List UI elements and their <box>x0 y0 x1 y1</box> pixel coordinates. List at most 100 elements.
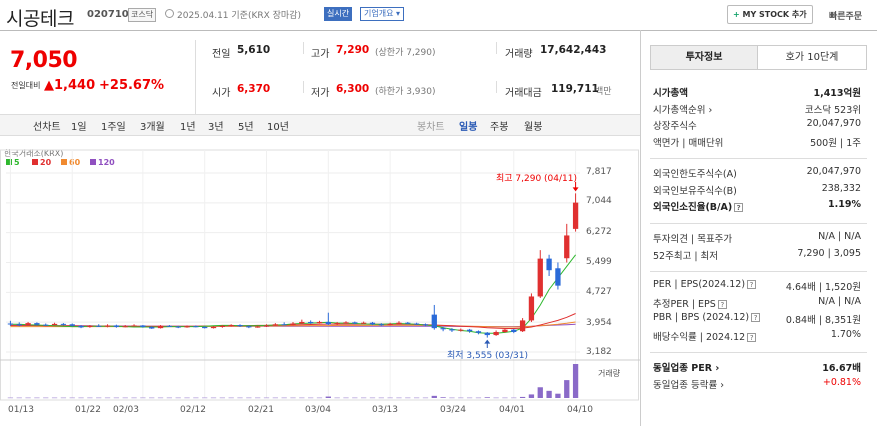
candle <box>43 324 49 326</box>
period-1w[interactable]: 1주일 <box>101 122 126 133</box>
date-text: 2025.04.11 기준(KRX 장마감) <box>177 11 301 21</box>
candle <box>263 325 270 327</box>
candle <box>422 324 429 326</box>
x-tick: 02/03 <box>113 405 139 415</box>
volume-bar <box>193 397 199 399</box>
help-icon[interactable]: ? <box>747 332 757 342</box>
candle <box>193 326 199 328</box>
volume-bar <box>360 397 367 399</box>
candle <box>546 258 552 271</box>
period-weekly[interactable]: 주봉 <box>490 122 509 133</box>
x-tick: 04/10 <box>567 405 593 415</box>
high-label: 고가 <box>311 49 330 60</box>
period-3y[interactable]: 3년 <box>208 122 224 133</box>
x-tick: 03/13 <box>372 405 398 415</box>
stock-code: 020710 <box>87 9 129 20</box>
candle <box>140 325 146 327</box>
info-label: 배당수익률 | 2024.12? <box>653 329 757 343</box>
candle <box>360 322 367 324</box>
volume-bar <box>263 397 270 399</box>
candle <box>7 323 14 325</box>
info-value: 20,047,970 <box>806 166 861 177</box>
x-tick: 04/01 <box>499 405 525 415</box>
help-icon[interactable]: ? <box>717 299 727 309</box>
info-value: 1.70% <box>830 328 861 340</box>
volume-bar <box>210 397 217 399</box>
volume-bar <box>572 364 579 398</box>
high-arrow-head <box>572 187 579 192</box>
divider <box>303 42 304 54</box>
volume-bar <box>113 397 120 399</box>
open-label: 시가 <box>212 88 231 99</box>
candle <box>343 322 349 324</box>
period-daily[interactable]: 일봉 <box>459 122 478 133</box>
y-tick: 4,727 <box>586 287 612 297</box>
volume-bar <box>369 397 376 399</box>
period-10y[interactable]: 10년 <box>267 122 289 133</box>
period-3m[interactable]: 3개월 <box>140 122 165 133</box>
low-label: 저가 <box>311 88 330 99</box>
info-value: N/A | N/A <box>818 295 861 307</box>
tab-order-book[interactable]: 호가 10단계 <box>757 45 867 70</box>
volume-bar <box>511 397 517 399</box>
volume-bar <box>299 397 305 399</box>
period-1d[interactable]: 1일 <box>71 122 87 133</box>
candle <box>449 329 455 331</box>
info-label: 추정PER | EPS? <box>653 296 727 310</box>
info-label[interactable]: 동일업종 PER › <box>653 363 720 374</box>
volume-bar <box>184 397 190 399</box>
volume-bar <box>149 397 155 399</box>
period-monthly[interactable]: 월봉 <box>524 122 543 133</box>
mystock-add-button[interactable]: + MY STOCK 추가 <box>727 5 813 24</box>
info-divider <box>650 271 867 272</box>
help-icon[interactable]: ? <box>747 280 757 289</box>
volume-bar <box>431 395 437 398</box>
chart-source: 한국거래소(KRX) <box>4 149 64 158</box>
candle <box>34 323 40 325</box>
y-tick: 7,817 <box>586 167 612 177</box>
price-chart[interactable] <box>0 136 640 426</box>
x-tick: 02/12 <box>180 405 206 415</box>
help-icon[interactable]: ? <box>751 313 761 322</box>
help-icon[interactable]: ? <box>734 203 744 212</box>
amount-label: 거래대금 <box>505 88 542 99</box>
info-value: 500원 | 1주 <box>810 137 861 149</box>
volume-bar <box>458 397 464 399</box>
volume-bar <box>502 397 508 399</box>
candle <box>572 202 579 229</box>
y-tick: 3,954 <box>586 318 612 328</box>
info-label: 외국인보유주식수(B) <box>653 185 737 197</box>
volume-bar <box>140 397 146 399</box>
volume-bar <box>290 397 296 399</box>
candle <box>149 326 155 329</box>
candle <box>299 321 305 324</box>
volume-value: 17,642,443 <box>540 44 607 56</box>
high-value: 7,290 <box>336 44 370 56</box>
current-price: 7,050 <box>10 48 78 73</box>
period-candle-chart[interactable]: 봉차트 <box>417 122 445 133</box>
panel-divider <box>640 30 641 426</box>
info-label[interactable]: 시가총액순위 › <box>653 104 713 116</box>
tab-investment-info[interactable]: 투자정보 <box>650 45 758 70</box>
period-1y[interactable]: 1년 <box>180 122 196 133</box>
info-label: PER | EPS(2024.12)? <box>653 279 757 290</box>
candle <box>334 323 340 325</box>
price-change: ▲1,440 <box>44 78 96 93</box>
volume-label: 거래량 <box>505 49 533 60</box>
candle <box>255 326 261 328</box>
candle <box>219 325 226 327</box>
volume-bar <box>352 397 358 399</box>
volume-bar <box>519 396 526 398</box>
realtime-button[interactable]: 실시간 <box>324 7 353 21</box>
candle <box>316 321 323 324</box>
candle <box>60 323 67 325</box>
divider <box>496 81 497 93</box>
candle <box>246 326 252 328</box>
candle <box>528 296 535 321</box>
info-label[interactable]: 동일업종 등락률 › <box>653 379 725 391</box>
divider <box>303 81 304 93</box>
company-overview-button[interactable]: 기업개요 ▾ <box>360 7 404 21</box>
period-5y[interactable]: 5년 <box>238 122 254 133</box>
quick-order-button[interactable]: 빠른주문 <box>829 12 863 22</box>
period-line-chart[interactable]: 선차트 <box>33 122 61 133</box>
